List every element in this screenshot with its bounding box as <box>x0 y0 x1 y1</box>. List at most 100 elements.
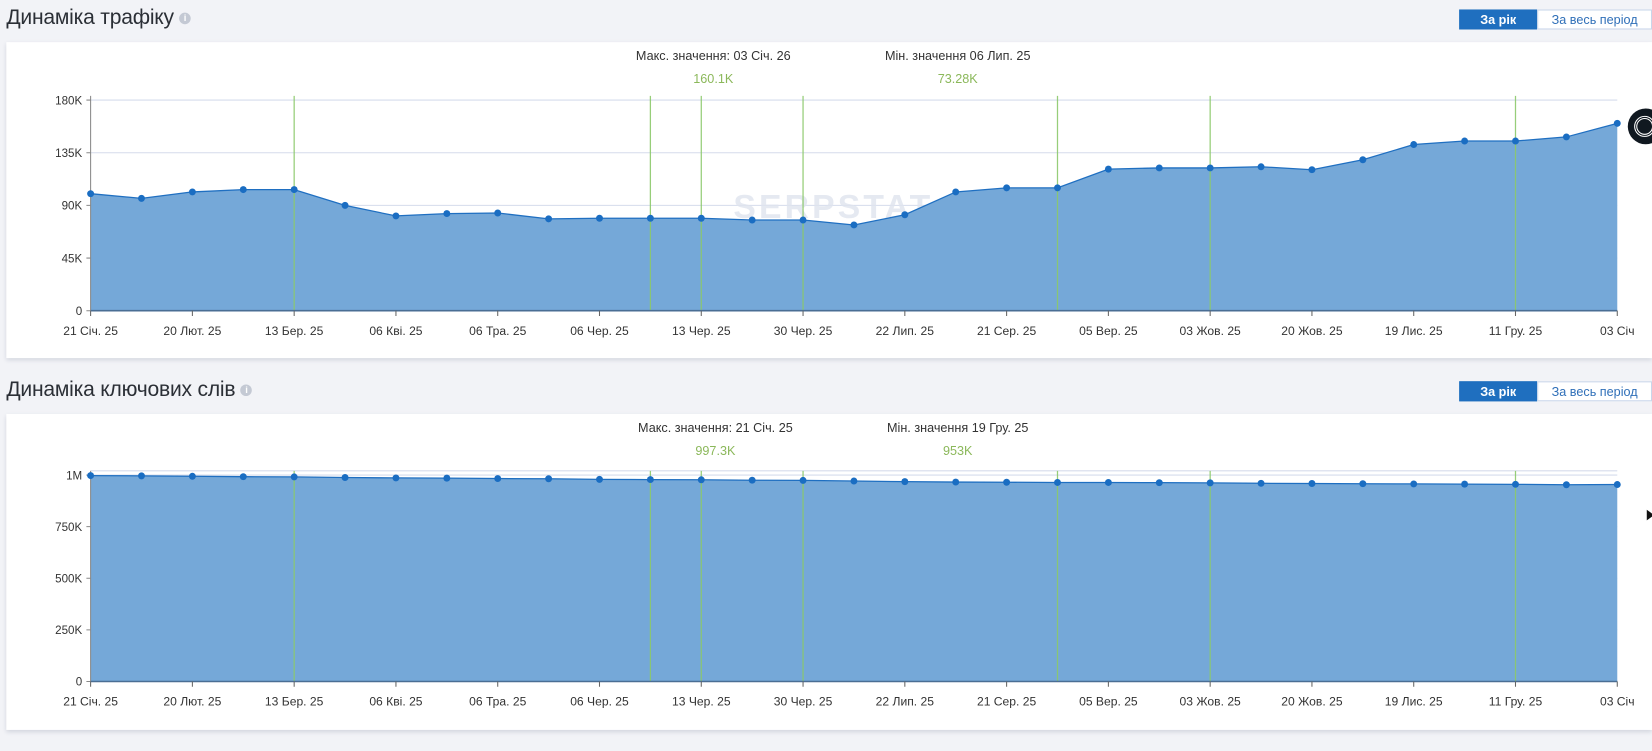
data-point <box>1155 164 1163 172</box>
x-tick-label: 21 Січ. 25 <box>63 695 118 709</box>
data-point <box>596 214 603 222</box>
data-point <box>1308 166 1316 174</box>
data-point <box>697 476 705 484</box>
data-point <box>239 186 247 194</box>
traffic-chart[interactable]: Макс. значення: 03 Січ. 26 160.1K Мін. з… <box>6 42 1652 358</box>
data-point <box>1410 141 1418 149</box>
x-tick-label: 03 Січ <box>1600 695 1635 709</box>
data-point <box>596 475 603 483</box>
x-tick-label: 11 Гру. 25 <box>1489 324 1543 338</box>
keywords-section-title: Динаміка ключових слів i <box>6 378 253 402</box>
data-point <box>1257 479 1265 487</box>
data-point <box>239 473 247 481</box>
x-tick-label: 13 Чер. 25 <box>672 324 731 338</box>
traffic-period-toggle: За рік За весь період <box>1459 9 1652 30</box>
x-tick-label: 20 Лют. 25 <box>163 695 221 709</box>
x-tick-label: 06 Тра. 25 <box>469 695 526 709</box>
traffic-title-text: Динаміка трафіку <box>6 6 174 30</box>
min-value-label: Мін. значення 06 Лип. 25 <box>885 49 1031 63</box>
traffic-section-title: Динаміка трафіку i <box>6 6 191 30</box>
data-point <box>392 474 400 482</box>
data-point <box>697 214 705 222</box>
data-point <box>1206 164 1214 172</box>
x-tick-label: 06 Тра. 25 <box>469 324 526 338</box>
data-point <box>1461 480 1469 488</box>
data-point <box>1410 480 1418 488</box>
data-point <box>1613 481 1621 489</box>
data-point <box>138 194 145 202</box>
area-fill <box>90 123 1618 311</box>
y-tick-label: 0 <box>76 677 82 689</box>
data-point <box>1257 163 1265 171</box>
data-point <box>138 472 145 480</box>
data-point <box>1054 184 1061 192</box>
period-all-button[interactable]: За весь період <box>1537 9 1652 30</box>
x-tick-label: 03 Жов. 25 <box>1180 695 1242 709</box>
data-point <box>901 211 909 219</box>
keywords-title-text: Динаміка ключових слів <box>6 378 236 402</box>
area-fill <box>90 475 1618 682</box>
keywords-chart-card: Макс. значення: 21 Січ. 25 997.3K Мін. з… <box>6 413 1652 730</box>
data-point <box>1562 481 1570 489</box>
max-value-label: Макс. значення: 03 Січ. 26 <box>636 49 791 63</box>
x-tick-label: 21 Січ. 25 <box>63 324 118 338</box>
x-tick-label: 03 Жов. 25 <box>1180 324 1242 338</box>
data-point <box>952 478 960 486</box>
x-tick-label: 06 Чер. 25 <box>570 324 629 338</box>
period-year-button[interactable]: За рік <box>1459 381 1538 402</box>
data-point <box>443 474 451 482</box>
data-point <box>1512 480 1519 488</box>
data-point <box>1512 137 1519 145</box>
data-point <box>1359 156 1367 164</box>
min-value-label: Мін. значення 19 Гру. 25 <box>887 421 1028 435</box>
max-value: 997.3K <box>695 444 736 458</box>
x-tick-label: 06 Чер. 25 <box>570 695 629 709</box>
data-point <box>1206 479 1214 487</box>
x-tick-label: 30 Чер. 25 <box>774 695 833 709</box>
data-point <box>850 221 858 229</box>
data-point <box>1054 478 1061 486</box>
data-point <box>494 475 502 483</box>
floating-help-button[interactable] <box>1627 108 1652 145</box>
data-point <box>341 474 349 481</box>
max-value-label: Макс. значення: 21 Січ. 25 <box>638 421 793 435</box>
data-point <box>1613 119 1621 127</box>
x-tick-label: 22 Лип. 25 <box>876 324 935 338</box>
data-point <box>1003 478 1011 486</box>
keywords-chart[interactable]: Макс. значення: 21 Січ. 25 997.3K Мін. з… <box>6 414 1652 730</box>
data-point <box>646 214 654 222</box>
info-icon[interactable]: i <box>179 12 191 25</box>
y-tick-label: 135K <box>55 148 82 160</box>
data-point <box>290 186 298 194</box>
traffic-chart-card: Макс. значення: 03 Січ. 26 160.1K Мін. з… <box>6 42 1652 359</box>
data-point <box>1359 480 1367 488</box>
data-point <box>901 478 909 486</box>
data-point <box>799 216 807 224</box>
x-tick-label: 06 Кві. 25 <box>369 324 422 338</box>
min-value: 953K <box>943 444 973 458</box>
data-point <box>1003 184 1011 192</box>
data-point <box>188 188 196 196</box>
x-tick-label: 13 Бер. 25 <box>265 695 324 709</box>
y-tick-label: 500K <box>55 573 82 585</box>
period-year-button[interactable]: За рік <box>1459 9 1538 30</box>
data-point <box>87 190 95 198</box>
data-point <box>748 476 756 484</box>
x-tick-label: 21 Сер. 25 <box>977 324 1037 338</box>
x-tick-label: 19 Лис. 25 <box>1385 695 1443 709</box>
data-point <box>341 201 349 209</box>
y-tick-label: 0 <box>76 306 82 318</box>
info-icon[interactable]: i <box>240 384 253 397</box>
x-tick-label: 06 Кві. 25 <box>369 695 422 709</box>
data-point <box>748 216 756 224</box>
x-tick-label: 22 Лип. 25 <box>876 695 935 709</box>
data-point <box>1104 478 1112 486</box>
period-all-button[interactable]: За весь період <box>1537 381 1652 402</box>
data-point <box>1155 479 1163 487</box>
x-tick-label: 20 Лют. 25 <box>163 324 221 338</box>
data-point <box>850 477 858 485</box>
data-point <box>443 210 451 218</box>
data-point <box>87 472 95 480</box>
x-tick-label: 03 Січ <box>1600 324 1635 338</box>
